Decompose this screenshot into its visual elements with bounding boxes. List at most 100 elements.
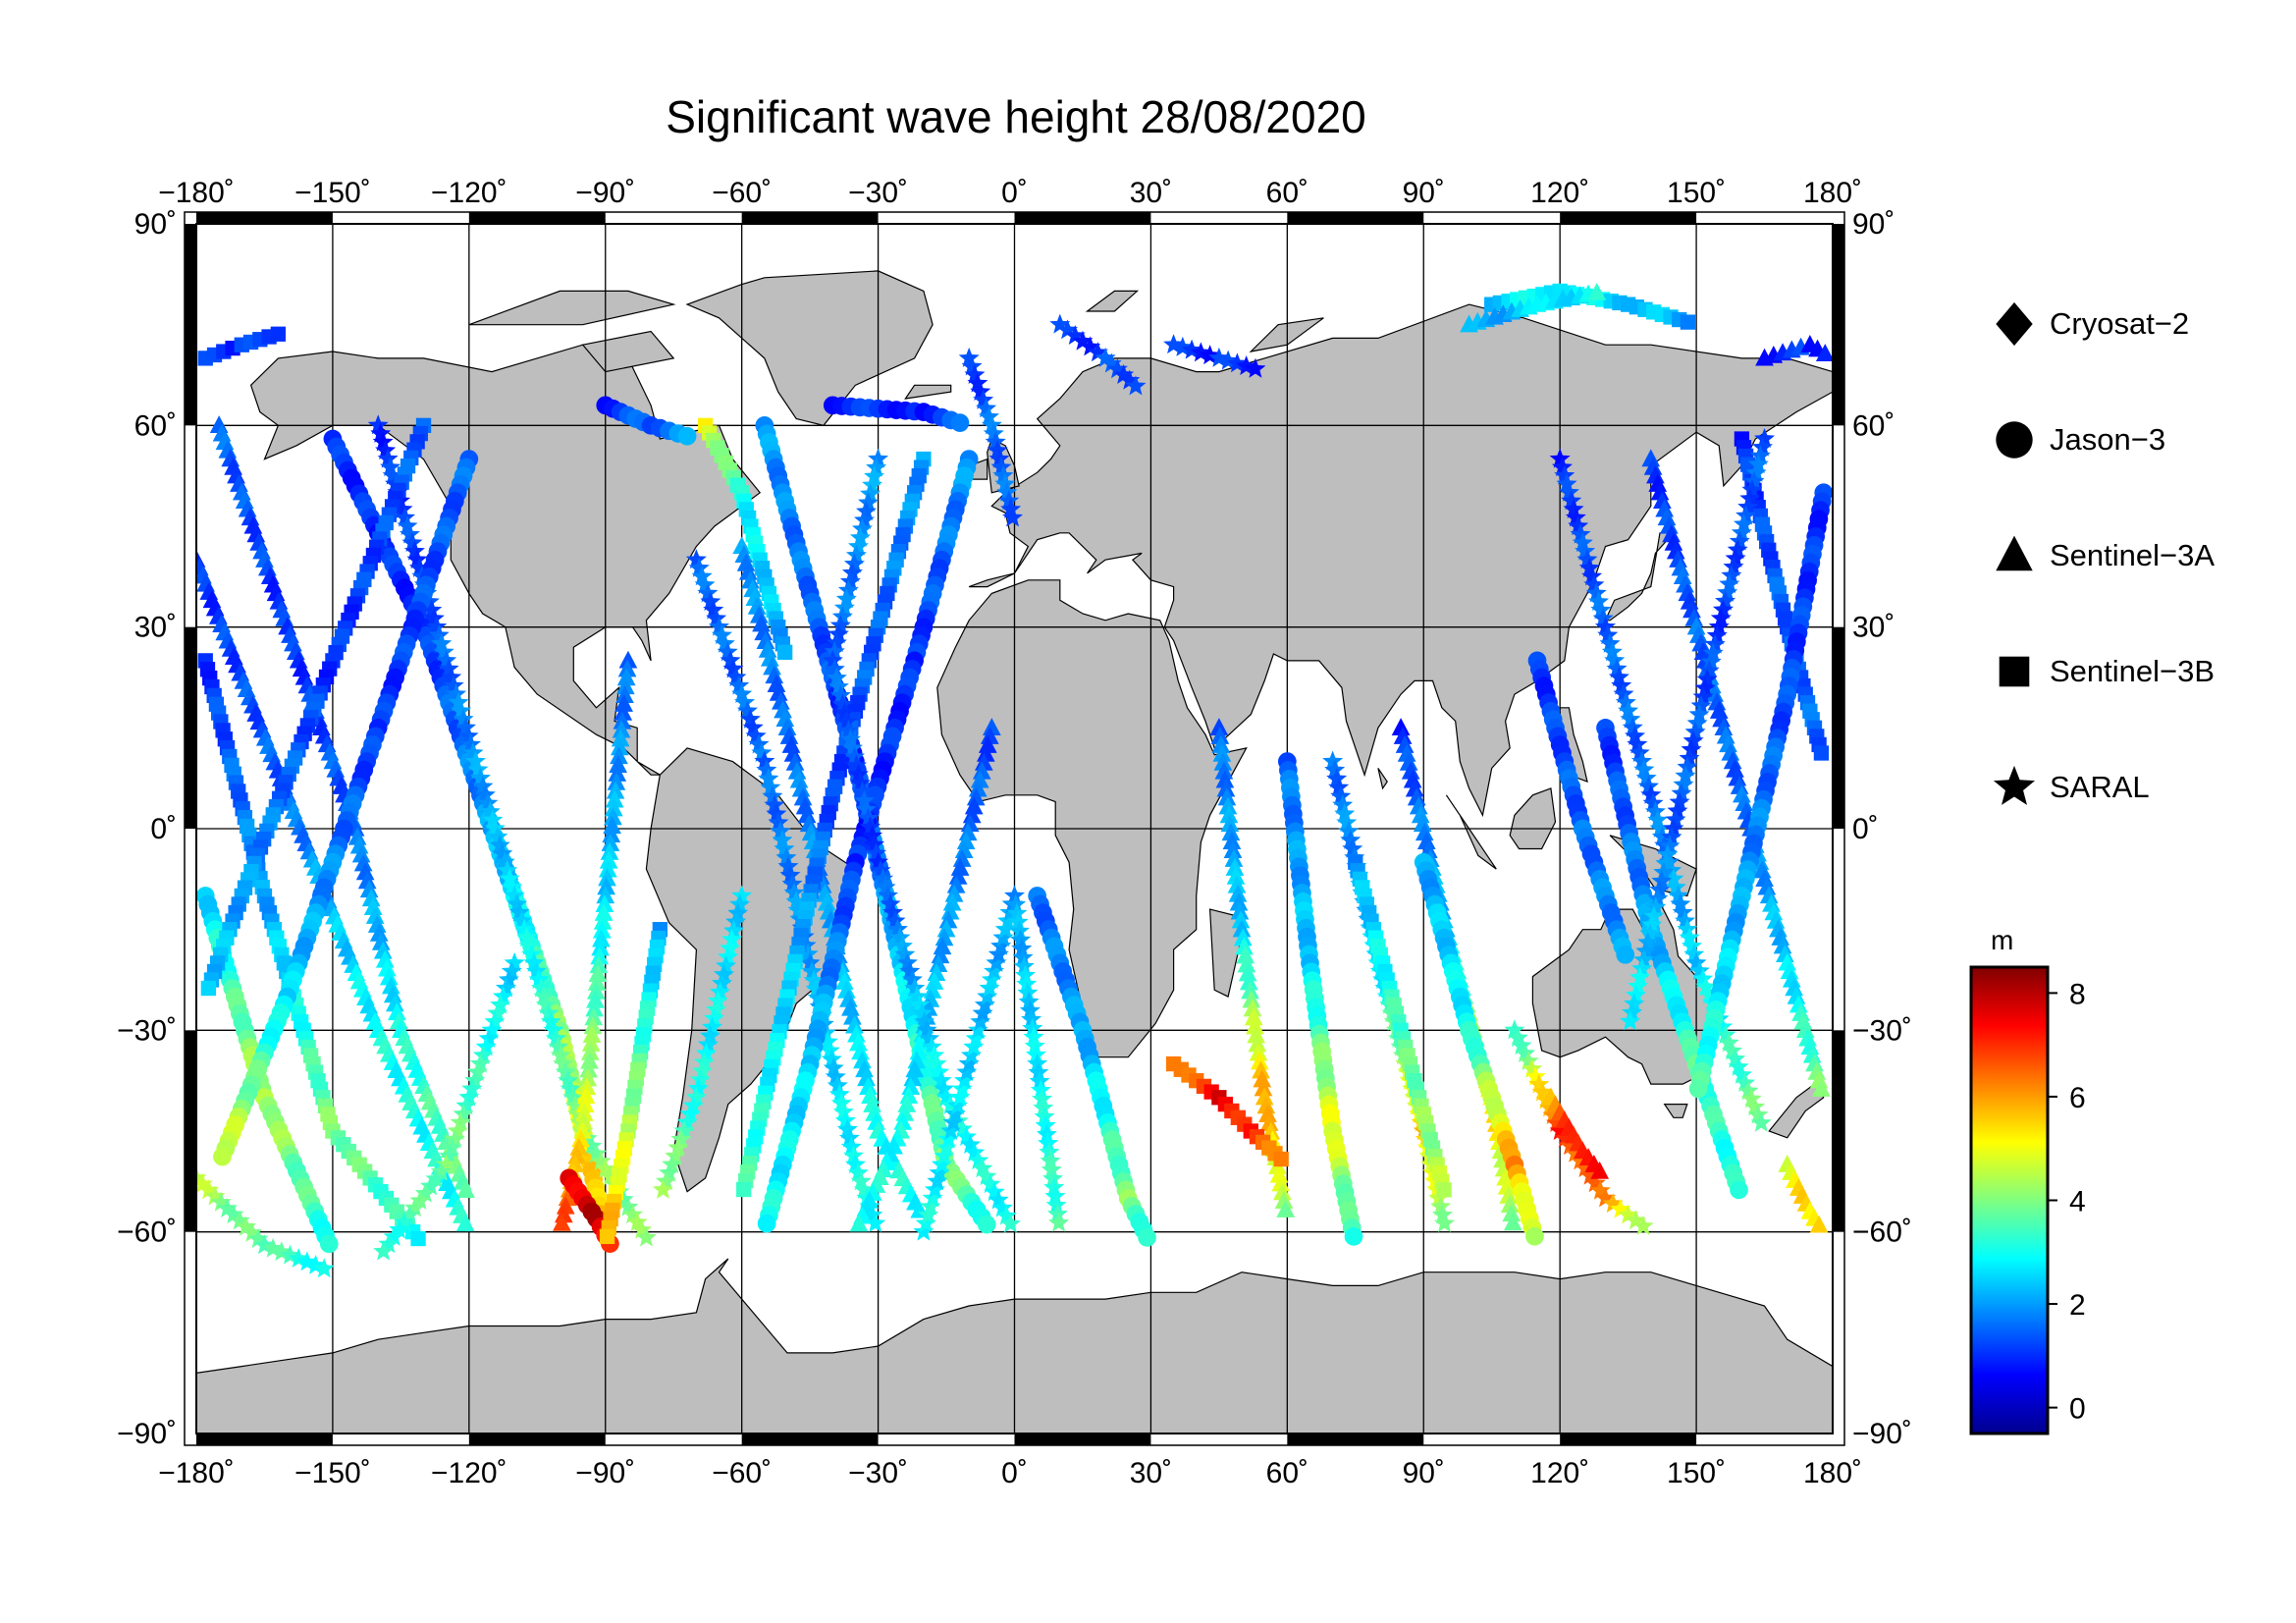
lat-tick-left: −90˚ [117, 1418, 177, 1450]
track-point [965, 1027, 987, 1048]
track-point [590, 1150, 612, 1170]
track-point [815, 884, 834, 902]
track-point [1269, 1164, 1289, 1183]
track-point [865, 1103, 883, 1121]
track-point [351, 844, 371, 863]
track-point [1018, 991, 1040, 1011]
track-point [1239, 972, 1258, 991]
track-point [1681, 738, 1702, 759]
track-point [777, 644, 793, 660]
track-point [1430, 1195, 1452, 1216]
track-point [701, 1016, 722, 1037]
frame-bar-right [1833, 626, 1844, 829]
track-point [520, 944, 543, 964]
track-point [1324, 759, 1346, 780]
track-point [1433, 1213, 1455, 1233]
track-point [1235, 937, 1254, 955]
colorbar-gradient [1969, 965, 2050, 1435]
track-point [896, 951, 918, 972]
track-point [770, 820, 791, 840]
lon-tick-bottom: 120˚ [1530, 1457, 1589, 1489]
track-point [1119, 369, 1141, 390]
track-point [844, 1154, 866, 1174]
track-point [1745, 461, 1767, 482]
track-point [1741, 479, 1763, 500]
frame-bar-left [185, 224, 196, 426]
track-point [952, 849, 972, 867]
track-point [1041, 1167, 1064, 1188]
track-point [909, 994, 931, 1014]
lon-tick-bottom: −150˚ [294, 1457, 371, 1489]
track-point [1737, 496, 1759, 516]
track-point [935, 1137, 957, 1158]
track-point [502, 876, 523, 896]
legend-label: Cryosat−2 [2050, 306, 2190, 341]
track-point [223, 1204, 244, 1224]
legend-item: Sentinel−3A [1993, 526, 2215, 585]
lon-tick-bottom: −60˚ [712, 1457, 772, 1489]
track-point [378, 1233, 400, 1254]
track-point [372, 431, 394, 452]
track-point [1238, 963, 1257, 982]
track-point [494, 851, 515, 872]
track-point [821, 1049, 842, 1069]
track-point [461, 1078, 483, 1099]
lon-tick-bottom: 30˚ [1130, 1457, 1172, 1489]
track-point [1405, 779, 1424, 797]
track-point [1243, 999, 1262, 1017]
track-point [754, 750, 775, 771]
track-point [1080, 336, 1101, 356]
track-point [553, 1053, 574, 1073]
track-point [1276, 1199, 1296, 1217]
track-point [991, 1197, 1013, 1217]
track-point [1274, 1191, 1294, 1210]
track-point [976, 398, 997, 418]
track-point [1647, 888, 1669, 908]
track-point [1044, 1185, 1066, 1206]
track-point [1585, 582, 1607, 603]
track-point [423, 608, 445, 628]
track-point [979, 977, 1000, 998]
track-point [1727, 539, 1748, 560]
track-point [893, 1111, 913, 1130]
track-point [842, 1145, 864, 1165]
track-point [472, 776, 494, 796]
track-point [401, 532, 423, 553]
circle-icon [1993, 418, 2036, 461]
track-point [558, 1069, 579, 1090]
track-point [734, 691, 756, 712]
track-point [1579, 1164, 1601, 1185]
track-point [444, 1128, 465, 1149]
track-point [399, 1204, 420, 1224]
frame-bar-top [741, 212, 879, 224]
track-point [1754, 427, 1776, 448]
track-point [797, 805, 817, 824]
chart-title: Significant wave height 28/08/2020 [666, 91, 1366, 142]
track-point [1125, 375, 1147, 396]
lat-tick-left: 60˚ [134, 409, 177, 442]
lon-tick-bottom: 0˚ [1001, 1457, 1028, 1489]
track-point [1644, 800, 1666, 821]
track-point [1599, 632, 1621, 653]
track-point [791, 779, 811, 797]
track-point [934, 928, 954, 947]
track-point [213, 1147, 232, 1166]
track-point [438, 658, 459, 678]
track-31 [1504, 1019, 1654, 1235]
track-point [462, 741, 484, 762]
track-point [477, 792, 499, 813]
track-point [610, 737, 629, 756]
track-point [1252, 1060, 1270, 1079]
track-point [841, 998, 860, 1016]
track-point [595, 1158, 616, 1178]
track-point [455, 1214, 475, 1232]
track-point [457, 725, 479, 745]
track-point [1230, 901, 1250, 920]
track-point [1688, 959, 1710, 980]
track-point [1686, 712, 1708, 732]
track-point [1715, 1024, 1736, 1045]
track-point [347, 827, 367, 845]
track-point [998, 490, 1020, 511]
track-point [1095, 347, 1116, 367]
track-point [901, 1077, 921, 1096]
